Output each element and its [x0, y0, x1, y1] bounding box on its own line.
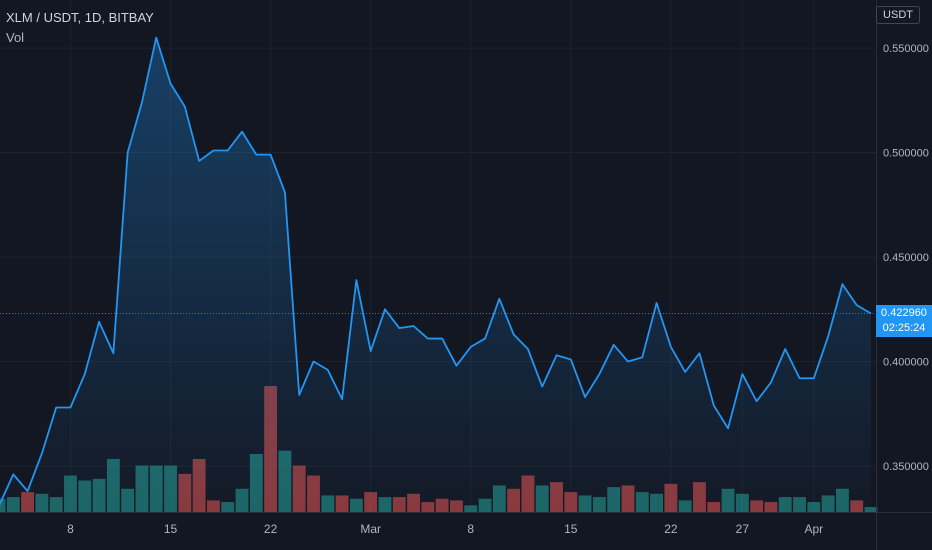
x-tick-label: 22 — [664, 522, 678, 536]
last-price-value: 0.422960 — [881, 306, 927, 319]
price-line — [0, 36, 872, 506]
last-price-tag: 0.422960 02:25:24 — [876, 304, 932, 337]
currency-button[interactable]: USDT — [876, 6, 920, 24]
x-tick-label: 8 — [467, 522, 474, 536]
symbol-title[interactable]: XLM / USDT, 1D, BITBAY — [6, 10, 154, 25]
bar-countdown: 02:25:24 — [882, 321, 926, 334]
chart-legend: XLM / USDT, 1D, BITBAY Vol — [6, 8, 154, 48]
y-tick-label: 0.400000 — [883, 357, 929, 369]
y-tick-label: 0.350000 — [883, 461, 929, 473]
y-tick-label: 0.550000 — [883, 43, 929, 55]
volume-indicator-label[interactable]: Vol — [6, 30, 25, 45]
x-tick-label: 15 — [164, 522, 178, 536]
y-tick-label: 0.500000 — [883, 148, 929, 160]
y-tick-label: 0.450000 — [883, 252, 929, 264]
x-tick-label: 22 — [264, 522, 278, 536]
x-tick-label: 8 — [67, 522, 74, 536]
x-tick-label: 27 — [736, 522, 750, 536]
x-tick-label: Apr — [804, 522, 823, 536]
x-tick-label: Mar — [360, 522, 381, 536]
price-area-fill — [0, 37, 871, 512]
x-tick-label: 15 — [564, 522, 578, 536]
